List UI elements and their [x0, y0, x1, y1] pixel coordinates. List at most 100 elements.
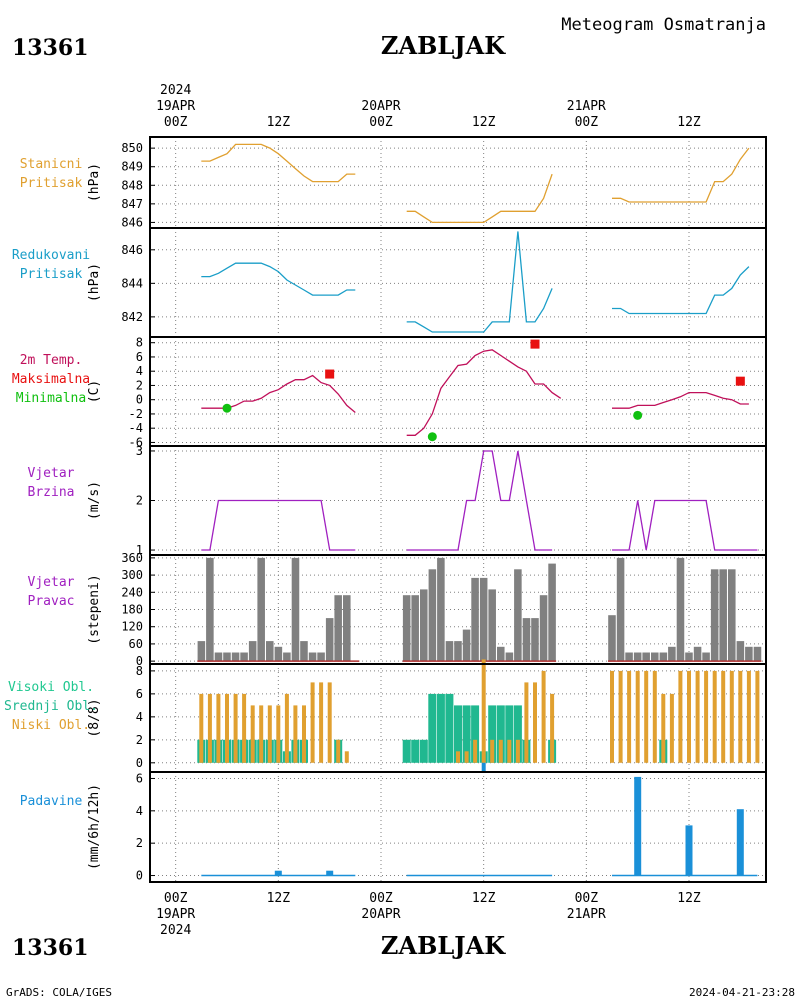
data-bar	[738, 670, 743, 763]
y-tick-label: 2	[136, 836, 143, 850]
series-line	[406, 349, 562, 436]
series-line	[201, 262, 356, 296]
y-tick-label: 60	[129, 637, 143, 651]
data-bar	[488, 705, 497, 763]
data-bar	[206, 557, 214, 662]
y-tick-label: 240	[121, 585, 143, 599]
data-bar	[541, 670, 546, 763]
meteogram-panels: 846847848849850(hPa)StanicniPritisak8428…	[4, 136, 767, 883]
data-bar	[481, 762, 486, 772]
min-temp-marker	[633, 410, 643, 420]
data-bar	[473, 739, 478, 763]
panel-frame	[149, 227, 767, 338]
y-tick-label: 1	[136, 543, 143, 557]
data-bar	[344, 751, 349, 763]
data-bar	[445, 693, 454, 763]
data-bar	[317, 652, 325, 662]
y-axis-unit: (m/s)	[87, 481, 102, 520]
max-temp-marker	[735, 376, 745, 386]
data-bar	[669, 693, 674, 763]
data-bar	[428, 693, 437, 763]
data-bar	[233, 693, 238, 763]
y-tick-label: 2	[136, 733, 143, 747]
data-bar	[231, 652, 240, 662]
y-tick-label: 850	[121, 141, 143, 155]
y-tick-label: 4	[136, 364, 143, 378]
data-bar	[652, 670, 657, 763]
data-bar	[302, 705, 306, 763]
y-tick-label: 846	[121, 215, 143, 229]
y-tick-label: 120	[121, 620, 143, 634]
data-bar	[736, 809, 744, 876]
time-tick-top-label: 20APR	[361, 99, 400, 114]
station-id-bottom: 13361	[12, 935, 89, 961]
data-bar	[661, 693, 666, 763]
time-tick-bottom-label: 19APR	[156, 907, 195, 922]
data-bar	[334, 595, 342, 662]
data-bar	[216, 693, 221, 763]
data-bar	[250, 705, 255, 763]
data-bar	[327, 682, 332, 763]
data-bar	[695, 670, 700, 763]
panel-clouds: 0 2 4 6 8 (8/8) Visoki Obl. Srednji Obl. Niski O…	[4, 659, 767, 773]
data-bar	[721, 670, 726, 763]
y-axis-unit: (stepeni)	[87, 574, 102, 644]
panel-label: Pravac	[28, 594, 75, 609]
time-tick-top-label: 00Z	[575, 115, 599, 130]
y-axis-unit: (hPa)	[87, 163, 102, 202]
data-bar	[274, 870, 282, 876]
data-bar	[659, 652, 668, 662]
data-bar	[505, 705, 514, 763]
time-tick-top-label: 2024	[160, 83, 191, 98]
y-tick-label: 4	[136, 710, 143, 724]
panel-frame	[149, 771, 767, 883]
data-bar	[419, 739, 428, 763]
data-bar	[719, 569, 727, 662]
data-bar	[618, 670, 623, 763]
y-tick-label: 0	[136, 756, 143, 770]
time-tick-bottom-label: 20APR	[361, 907, 400, 922]
panel-label: Padavine	[20, 794, 83, 809]
data-bar	[402, 739, 411, 763]
data-bar	[488, 589, 496, 662]
time-tick-top-label: 21APR	[567, 99, 606, 114]
data-bar	[635, 670, 640, 763]
y-tick-label: -4	[129, 421, 143, 435]
data-bar	[608, 615, 616, 662]
data-bar	[633, 652, 642, 662]
data-bar	[199, 693, 204, 763]
data-bar	[693, 646, 702, 662]
data-bar	[293, 705, 298, 763]
data-bar	[610, 670, 614, 763]
data-bar	[755, 670, 760, 763]
panel-label: Visoki Obl.	[8, 680, 94, 695]
data-bar	[498, 739, 503, 763]
y-tick-label: 360	[121, 551, 143, 565]
data-bar	[479, 577, 488, 662]
y-tick-label: 846	[121, 243, 143, 257]
data-bar	[428, 569, 437, 662]
data-bar	[411, 739, 420, 763]
data-bar	[514, 569, 522, 662]
data-bar	[326, 870, 334, 876]
panel-station-pressure: 846 847 848 849 850 (hPa) Stanicni Pritisak	[20, 136, 767, 229]
time-tick-top-label: 12Z	[267, 115, 291, 130]
y-tick-label: 300	[121, 568, 143, 582]
y-tick-label: 844	[121, 276, 143, 290]
time-tick-bottom-label: 21APR	[567, 907, 606, 922]
data-bar	[704, 670, 709, 763]
data-bar	[702, 652, 710, 662]
panel-label: Brzina	[28, 485, 75, 500]
data-bar	[712, 670, 717, 763]
panel-wind-speed: 1 2 3 (m/s) Vjetar Brzina	[28, 444, 767, 557]
y-tick-label: 6	[136, 771, 143, 785]
series-line	[612, 391, 749, 409]
panel-reduced-pressure: 842 844 846 (hPa)Redukovani Pritisak	[12, 227, 767, 338]
data-bar	[197, 641, 206, 662]
data-bar	[550, 693, 555, 763]
data-bar	[274, 646, 283, 662]
data-bar	[319, 682, 324, 763]
data-bar	[746, 670, 751, 763]
